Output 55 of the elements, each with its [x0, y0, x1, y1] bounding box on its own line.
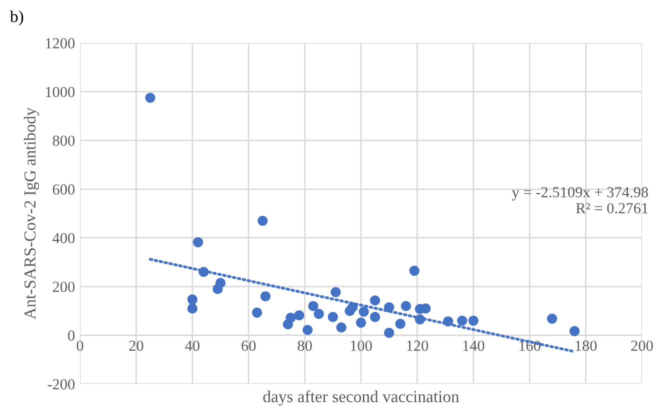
point [308, 300, 318, 312]
y-tick-label: 200 [52, 282, 75, 292]
point [358, 306, 369, 317]
point [258, 216, 268, 226]
point [457, 316, 468, 326]
point [215, 278, 226, 288]
y-tick-label: -200 [48, 379, 75, 390]
point [260, 291, 271, 302]
point [192, 237, 204, 248]
y-axis-title: Ant-SARS-Cov-2 IgG antibody [24, 108, 40, 320]
x-tick-label: 60 [242, 340, 256, 351]
point [370, 312, 380, 322]
point [546, 314, 558, 324]
y-tick-label: 1200 [46, 38, 75, 48]
point [330, 287, 341, 298]
point [400, 300, 412, 312]
x-tick-label: 200 [631, 340, 653, 351]
point [252, 308, 262, 318]
point [302, 324, 313, 336]
x-tick-label: 140 [463, 340, 484, 351]
point [356, 318, 366, 328]
x-tick-label: 80 [298, 340, 312, 351]
x-tick-label: 180 [576, 340, 597, 351]
x-tick-label: 20 [129, 340, 144, 351]
x-axis-title: days after second vaccination [263, 390, 460, 406]
point [286, 312, 296, 323]
point [370, 295, 380, 306]
point [198, 266, 209, 278]
x-tick-label: 0 [76, 340, 84, 351]
point [347, 302, 358, 312]
x-tick-label: 100 [350, 340, 372, 351]
point [569, 326, 580, 336]
point [409, 266, 420, 276]
point [187, 303, 198, 314]
point [187, 294, 198, 305]
x-tick-label: 40 [185, 340, 200, 351]
point [294, 310, 304, 320]
point [336, 322, 346, 333]
point [414, 314, 426, 325]
y-tick-label: 0 [68, 330, 75, 341]
point [468, 316, 478, 326]
x-tick-label: 120 [407, 340, 428, 351]
chart-title: b) [10, 10, 24, 26]
y-tick-label: 400 [52, 233, 75, 244]
point [328, 312, 338, 322]
point [384, 302, 394, 312]
point [145, 92, 156, 103]
point [395, 318, 406, 329]
point [314, 308, 324, 319]
y-tick-label: 800 [52, 136, 75, 146]
point [384, 328, 394, 338]
y-tick-label: 600 [52, 184, 75, 195]
y-tick-label: 1000 [46, 86, 75, 98]
annotation: y = -2.5109x + 374.98 R² = 0.2761 [512, 187, 648, 214]
point [443, 316, 454, 326]
